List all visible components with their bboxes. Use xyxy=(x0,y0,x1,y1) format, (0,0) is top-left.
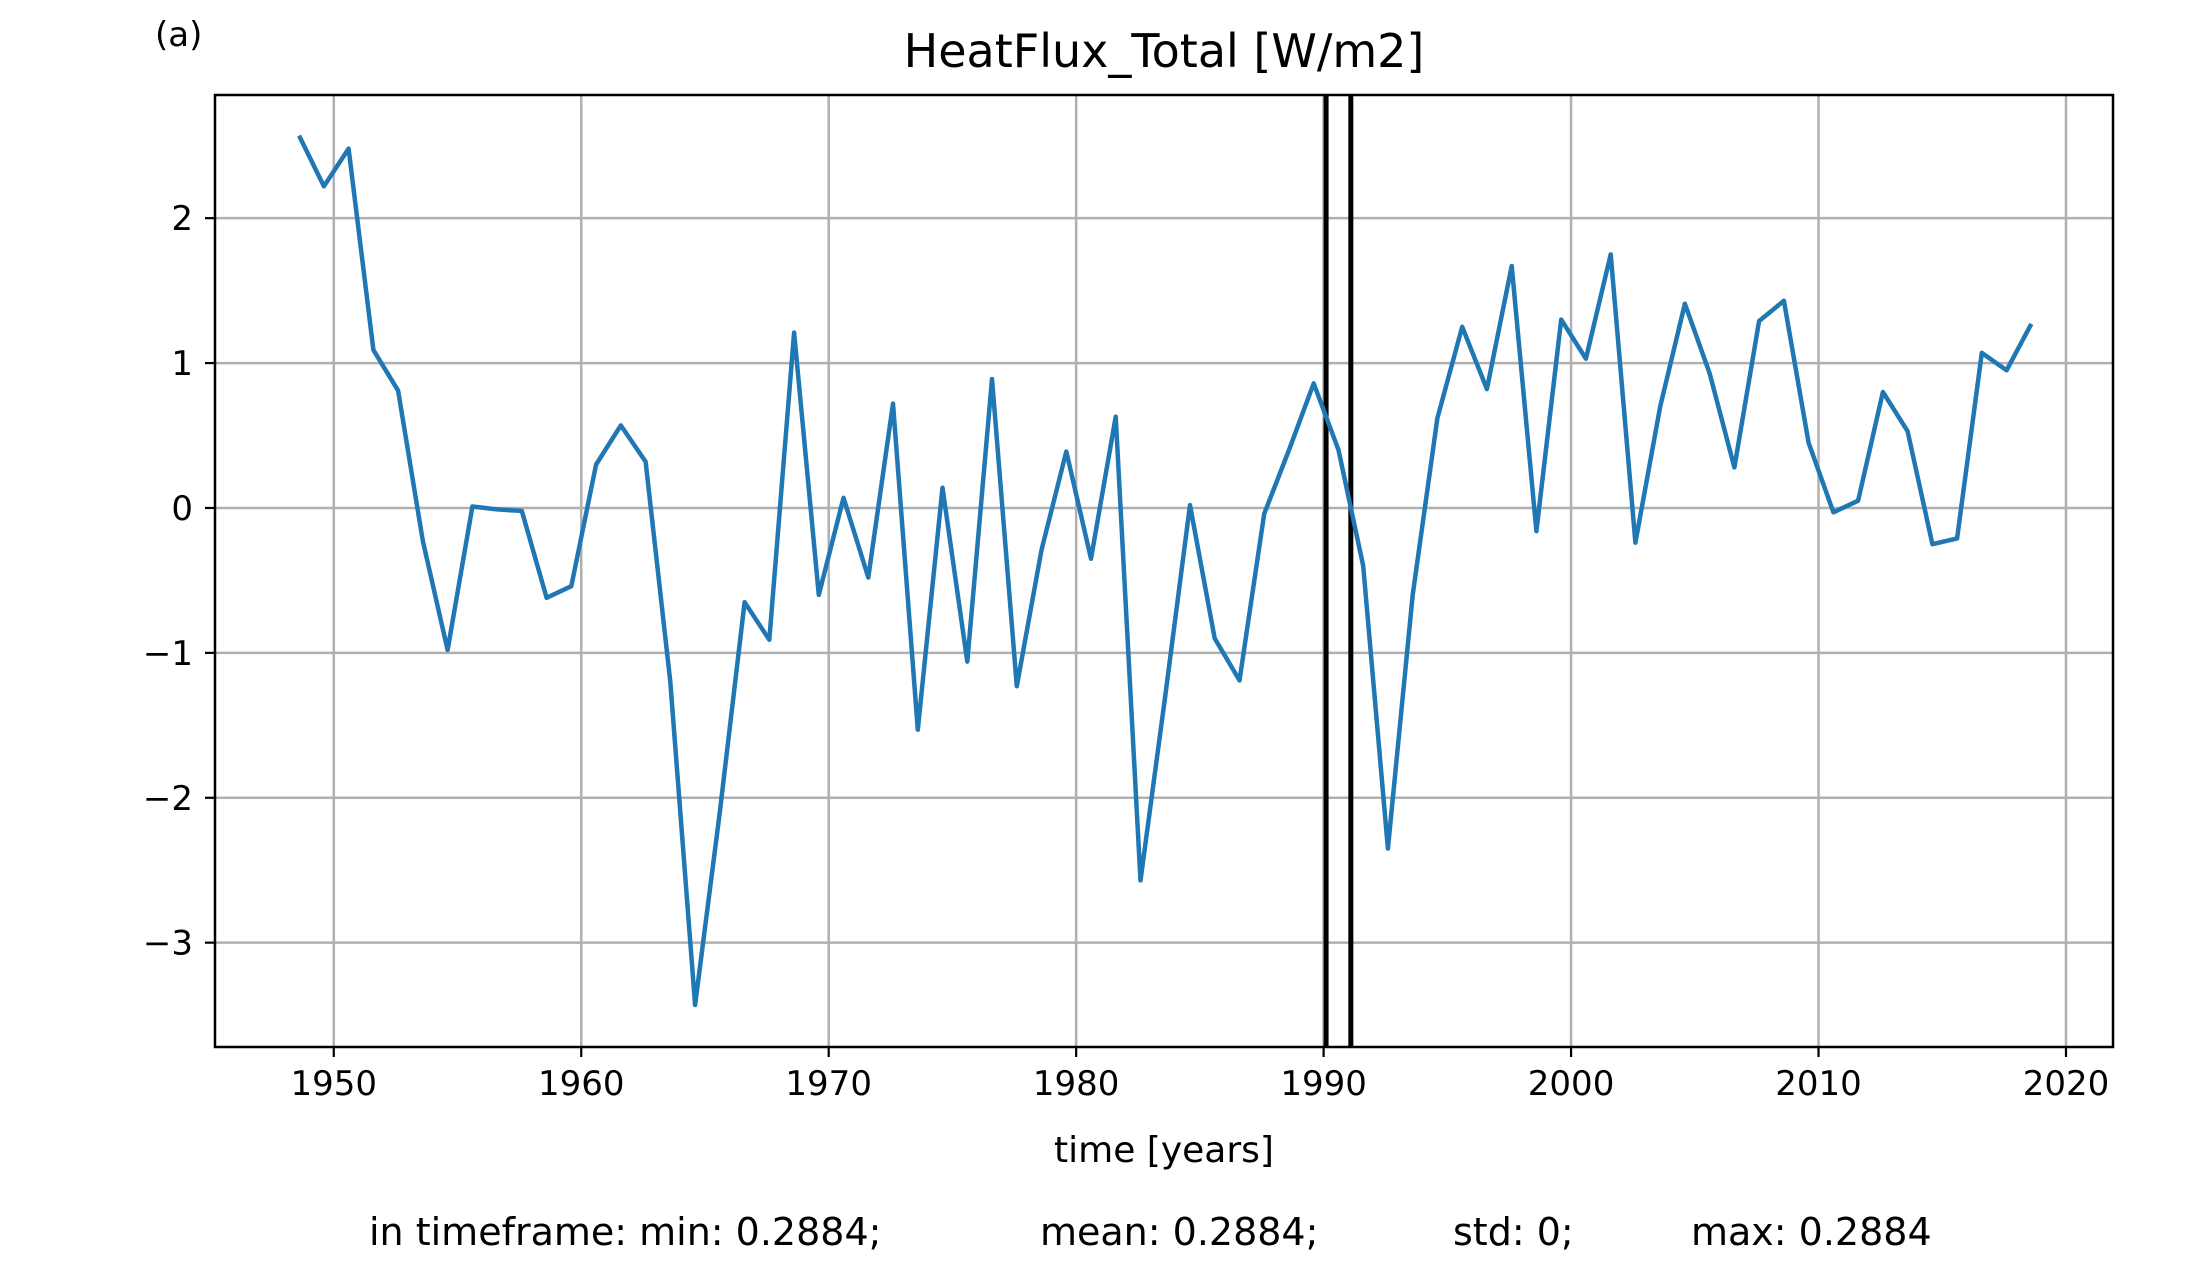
x-tick-label: 2000 xyxy=(1528,1064,1615,1104)
stats-std: std: 0; xyxy=(1453,1210,1574,1254)
plot-frame xyxy=(213,93,2115,1049)
y-tick-label: −3 xyxy=(143,924,193,964)
grid-layer xyxy=(215,95,2113,1047)
x-tick-label: 1990 xyxy=(1280,1064,1367,1104)
x-tick-label: 1960 xyxy=(538,1064,625,1104)
vertical-lines-layer xyxy=(1323,95,1354,1047)
tick-layer: 1950 1960 1970 1980 1990 2000 2010 2020 2 1 0 −1 −2 −… xyxy=(143,199,2109,1104)
series-layer xyxy=(297,134,2034,1008)
x-tick-label: 1980 xyxy=(1033,1064,1120,1104)
x-axis-label: time [years] xyxy=(1054,1130,1274,1171)
y-tick-label: 1 xyxy=(171,344,193,384)
y-tick-label: −2 xyxy=(143,779,193,819)
stats-min: in timeframe: min: 0.2884; xyxy=(369,1210,881,1254)
y-tick-label: 0 xyxy=(171,489,193,529)
x-tick-label: 1950 xyxy=(291,1064,378,1104)
chart-title: HeatFlux_Total [W/m2] xyxy=(904,24,1425,78)
stats-max: max: 0.2884 xyxy=(1691,1210,1932,1254)
panel-label: (a) xyxy=(155,15,202,55)
y-tick-label: 2 xyxy=(171,199,193,239)
x-tick-label: 1970 xyxy=(785,1064,872,1104)
stats-mean: mean: 0.2884; xyxy=(1040,1210,1318,1254)
y-tick-label: −1 xyxy=(143,634,193,674)
x-tick-label: 2020 xyxy=(2023,1064,2110,1104)
heatflux-series-line xyxy=(297,134,2034,1008)
x-tick-label: 2010 xyxy=(1775,1064,1862,1104)
